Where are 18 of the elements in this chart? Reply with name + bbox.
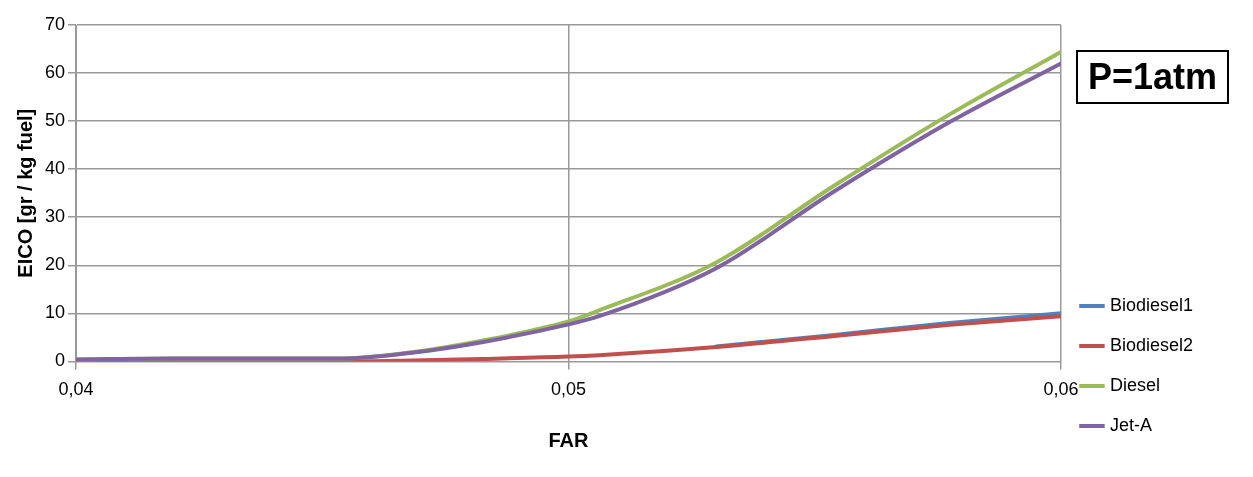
legend-label: Diesel [1109, 374, 1160, 395]
y-tick-label: 10 [44, 302, 66, 323]
legend-label: Jet-A [1109, 414, 1152, 435]
y-tick-label: 70 [44, 13, 66, 34]
x-axis-title: FAR [548, 428, 590, 451]
y-tick-label: 20 [44, 254, 66, 275]
text: P=1atm [1075, 50, 1229, 104]
y-tick-label: 60 [44, 62, 66, 83]
y-tick-label: 50 [44, 110, 66, 131]
x-tick-label: 0,04 [58, 379, 94, 400]
y-tick-label: 30 [44, 206, 66, 227]
legend-label: Biodiesel2 [1109, 334, 1194, 355]
legend-label: Biodiesel1 [1109, 294, 1194, 315]
y-axis-title: EICO [gr / kg fuel] [13, 108, 36, 278]
x-tick-label: 0,05 [550, 379, 587, 400]
x-tick-label: 0,06 [1043, 379, 1079, 400]
y-tick-label: 0 [55, 350, 66, 371]
y-tick-label: 40 [44, 158, 66, 179]
